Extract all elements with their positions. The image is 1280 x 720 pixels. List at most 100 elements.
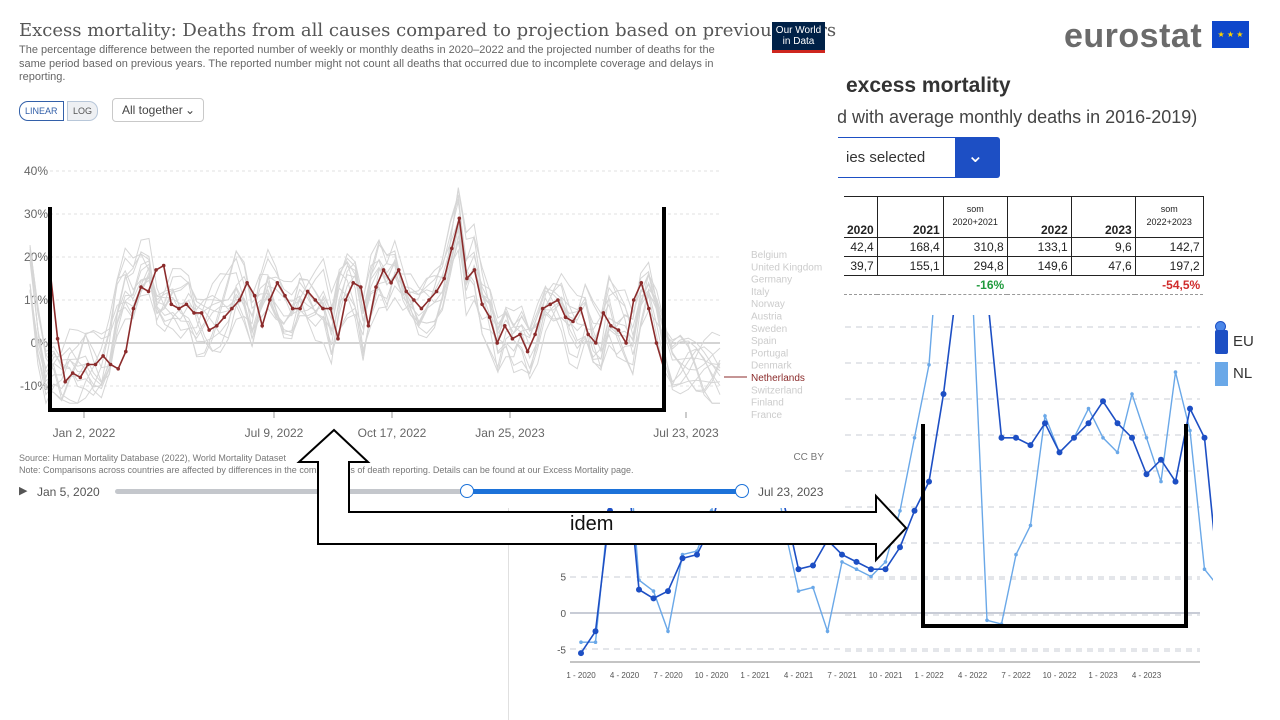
table-row-nl: 39,7 155,1 294,8 149,6 47,6 197,2 [844,256,1204,276]
country-line [29,221,721,397]
legend-eu-swatch[interactable] [1215,330,1228,354]
data-point-nl [898,509,902,513]
data-point-netherlands [63,379,67,384]
data-point-eu [1158,456,1164,463]
table-cell: -54,5% [1135,275,1204,295]
data-point-netherlands [503,324,507,328]
y-tick-label: 0 [560,609,566,620]
data-point-netherlands [275,281,280,285]
series-line-netherlands [49,218,665,384]
data-point-netherlands [487,315,492,319]
data-point-netherlands [609,324,613,328]
data-point-netherlands [404,289,409,294]
data-point-netherlands [480,302,484,307]
data-point-netherlands [260,324,265,328]
data-point-netherlands [556,298,560,302]
data-point-netherlands [359,285,363,289]
data-point-netherlands [290,306,295,311]
data-point-nl [1188,428,1192,433]
data-point-netherlands [366,324,371,328]
data-point-nl [1115,450,1120,455]
data-point-netherlands [86,362,90,367]
data-point-netherlands [108,362,113,367]
legend-entry: France [751,410,783,421]
timeline-end-handle[interactable] [735,484,749,498]
data-point-nl [579,640,583,644]
timeline-track[interactable] [115,489,742,494]
data-point-eu [1085,420,1092,427]
data-point-netherlands [586,332,590,337]
table-cell: -16% [943,275,1008,295]
data-point-netherlands [313,298,318,302]
data-point-netherlands [571,319,575,324]
data-point-netherlands [419,306,424,311]
legend-entry: Portugal [751,348,788,359]
chart-subtitle: The percentage difference between the re… [19,44,715,83]
data-point-eu [1071,434,1077,441]
data-point-nl [1159,479,1163,484]
data-point-netherlands [146,289,151,294]
data-point-eu [1114,420,1121,427]
legend-entry: Germany [751,275,792,286]
data-point-netherlands [116,367,120,371]
country-select[interactable]: ies selected ⌄ [832,137,1000,178]
play-icon[interactable]: ▶ [19,485,28,497]
owid-logo[interactable]: Our World in Data [772,22,825,53]
data-point-netherlands [381,268,386,272]
data-point-eu [868,566,874,573]
timeline-start-label: Jan 5, 2020 [37,485,100,499]
table-cell [1071,275,1136,295]
data-point-nl [985,618,989,623]
data-point-eu [795,566,802,573]
table-header-cell: som 2020+2021 [942,196,1008,238]
data-point-netherlands [177,306,181,311]
data-point-netherlands [472,268,477,272]
x-tick-label: Oct 17, 2022 [358,426,427,440]
data-point-netherlands [601,311,606,315]
data-point-eu [911,507,918,514]
data-point-netherlands [594,341,598,345]
legend-nl-swatch[interactable] [1215,362,1228,386]
data-point-eu [897,544,903,551]
data-point-netherlands [222,315,227,319]
legend-entry: Italy [751,287,769,298]
data-point-netherlands [245,281,249,285]
entity-select-button[interactable]: All together ⌄ [112,98,204,122]
data-point-netherlands [199,311,204,315]
data-point-netherlands [336,336,340,341]
data-point-eu [1143,471,1150,478]
x-tick-label: 10 - 2020 [695,671,729,680]
data-point-netherlands [396,268,401,272]
x-tick-label: 4 - 2023 [1132,671,1162,680]
data-point-nl [1028,523,1033,528]
eurostat-title: excess mortality [846,74,1011,97]
license-link[interactable]: CC BY [793,452,824,463]
data-point-nl [854,567,859,571]
x-tick-label: 4 - 2021 [784,671,814,680]
data-point-netherlands [93,362,98,367]
data-point-netherlands [457,216,462,221]
data-point-eu [926,478,932,485]
data-point-netherlands [578,306,583,311]
linear-scale-button[interactable]: LINEAR [19,101,64,121]
data-point-nl [1144,436,1149,440]
country-line [29,187,720,404]
table-header-cell: som 2022+2023 [1134,196,1204,238]
country-select-label: ies selected [832,137,956,178]
timeline-start-handle[interactable] [460,484,474,498]
table-cell: 42,4 [844,237,878,257]
x-tick-label: 10 - 2022 [1043,671,1077,680]
eurostat-logo: eurostat [1064,17,1203,55]
data-point-netherlands [525,349,530,354]
table-cell: 47,6 [1070,256,1136,276]
data-point-netherlands [161,263,166,268]
highlight-bracket-eurostat [921,424,1188,628]
data-point-eu [1013,434,1019,441]
data-point-netherlands [321,306,325,311]
source-text: Source: Human Mortality Database (2022),… [19,453,286,463]
data-point-nl [1043,414,1047,418]
log-scale-button[interactable]: LOG [67,101,99,121]
legend-entry: Denmark [751,361,793,372]
x-tick-label: 7 - 2020 [653,671,683,680]
